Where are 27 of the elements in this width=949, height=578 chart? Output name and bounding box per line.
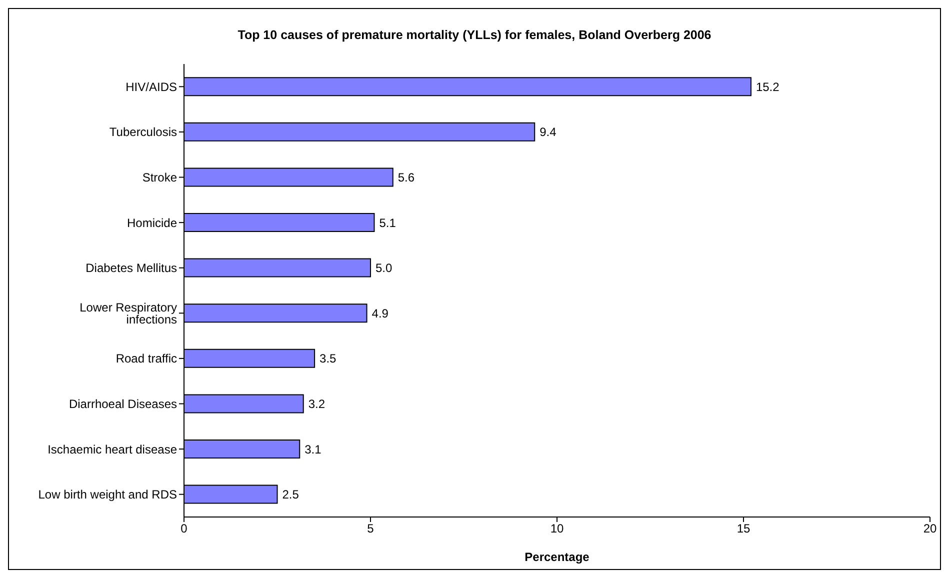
y-tick-label: Homicide	[126, 216, 178, 230]
data-label: 3.1	[304, 442, 322, 456]
y-tick-label: Lower Respiratory infections	[80, 300, 177, 326]
y-tick-label: Diabetes Mellitus	[86, 261, 177, 276]
y-tick-label: HIV/AIDS	[126, 80, 177, 94]
y-tick-label: Stroke	[142, 170, 178, 185]
x-tick-label: 10	[550, 522, 564, 536]
y-tick-label: Ischaemic heart disease	[48, 442, 178, 456]
y-tick-label: Low birth weight and RDS	[38, 488, 177, 502]
y-tick-label: Tuberculosis	[109, 125, 177, 140]
x-tick-label: 20	[923, 522, 937, 536]
x-tick-label: 0	[180, 522, 188, 536]
data-label: 9.4	[540, 125, 557, 140]
y-tick-label: Diarrhoeal Diseases	[68, 397, 177, 412]
data-label: 5.6	[398, 170, 415, 184]
x-tick-label: 15	[736, 522, 750, 536]
data-label: 5.1	[379, 216, 396, 230]
data-label: 3.2	[308, 396, 326, 411]
data-label: 4.9	[372, 306, 389, 320]
data-label: 5.0	[376, 261, 393, 276]
x-axis-title: Percentage	[524, 550, 590, 564]
x-tick-label: 5	[367, 522, 374, 536]
data-label: 2.5	[282, 488, 300, 502]
data-label: 15.2	[756, 80, 780, 94]
y-tick-label: Road traffic	[116, 352, 177, 366]
chart-title: Top 10 causes of premature mortality (YLLs) for females, Boland Overberg 2006	[236, 28, 712, 42]
data-label: 3.5	[320, 352, 337, 366]
